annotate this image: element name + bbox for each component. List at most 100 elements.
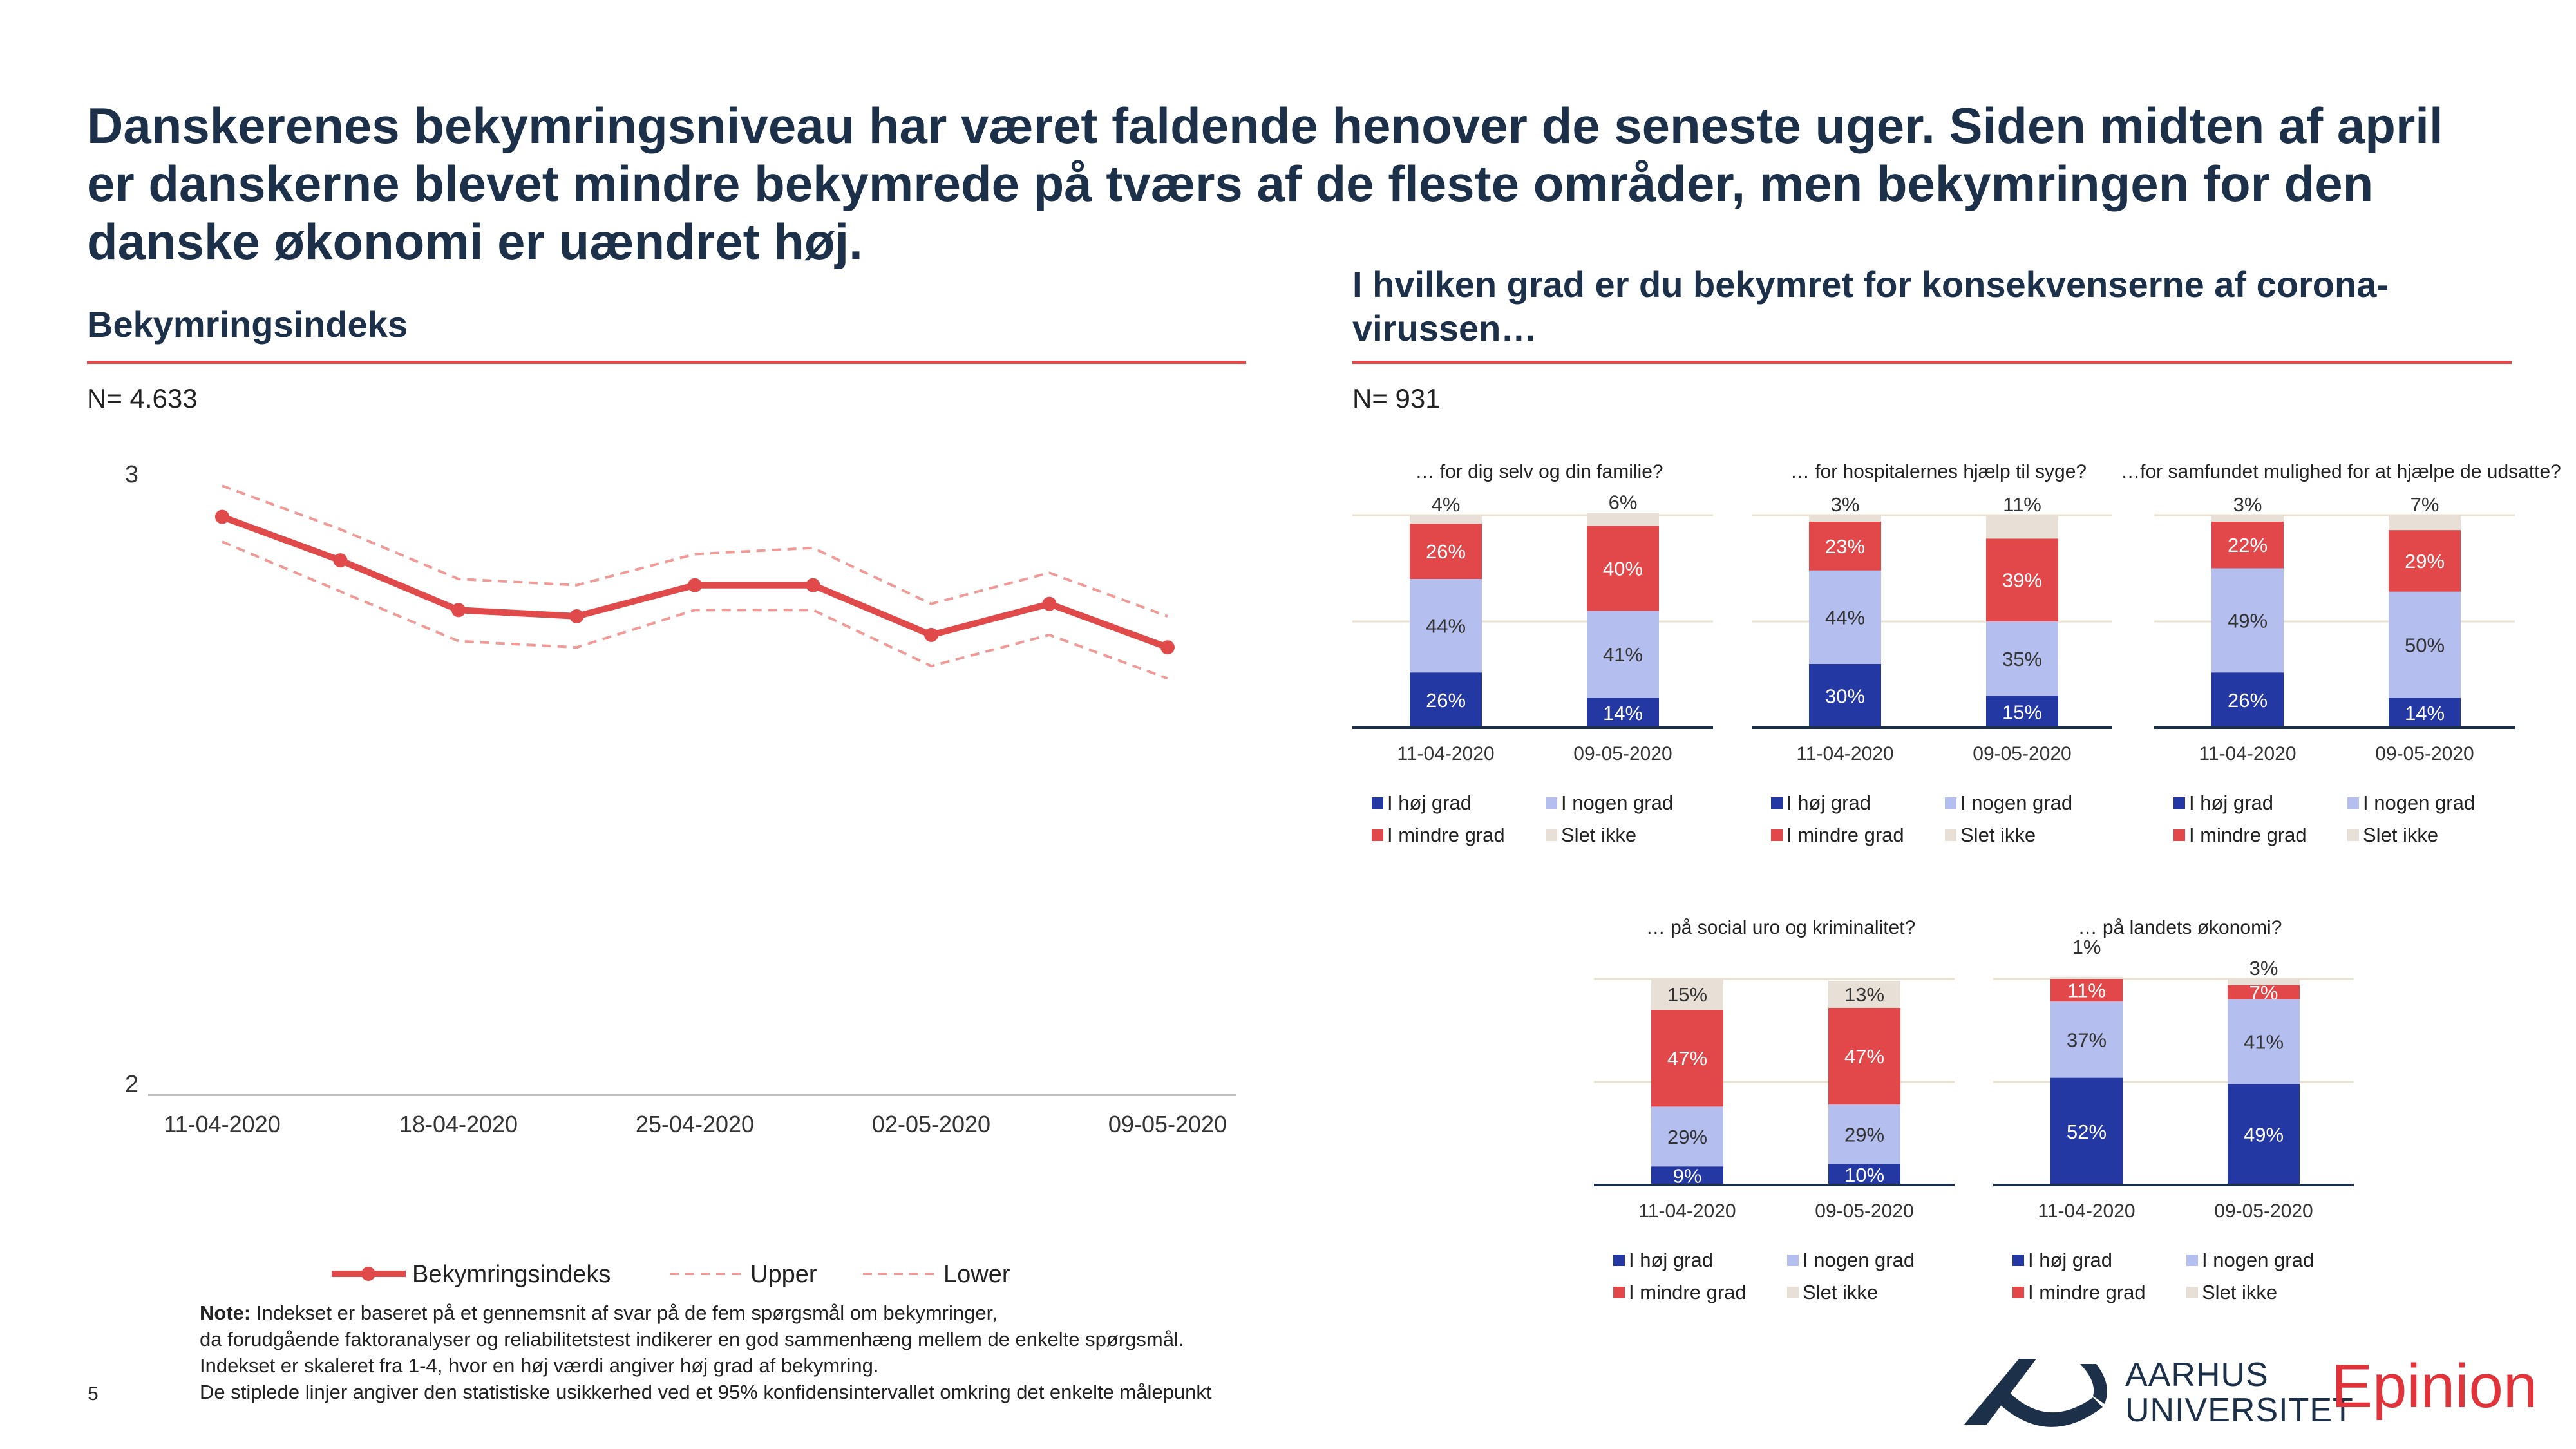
legend-label: Slet ikke [1561,824,1636,846]
data-label: 26% [2228,689,2268,712]
legend-swatch [2186,1287,2198,1298]
legend-swatch [1372,829,1383,841]
data-label: 44% [1825,606,1865,629]
bar-segment [2228,1084,2300,1185]
data-label: 26% [1426,540,1466,563]
data-label: 29% [1667,1126,1707,1148]
data-label: 4% [1432,493,1461,516]
legend-marker [361,1267,375,1281]
chart-title: …for samfundet mulighed for at hjælpe de… [2121,461,2561,482]
legend-label: I høj grad [1786,791,1871,814]
data-label: 14% [2405,702,2445,724]
bar-segment [1828,1164,1900,1185]
note-line-2: da forudgående faktoranalyser og reliabi… [200,1328,1184,1350]
data-label: 7% [2410,493,2439,516]
legend-swatch [2347,797,2359,809]
x-tick-label: 02-05-2020 [872,1111,990,1137]
x-tick-label: 18-04-2020 [399,1111,518,1137]
x-tick-label: 09-05-2020 [1815,1200,1913,1222]
legend-label: Slet ikke [1803,1281,1878,1303]
legend-swatch [2174,797,2185,809]
data-point-marker [806,578,820,592]
x-tick-label: 09-05-2020 [1573,743,1672,764]
left-panel-rule [87,361,1246,364]
data-label: 26% [1426,689,1466,712]
legend-label: I høj grad [1629,1249,1713,1271]
legend-label: Upper [750,1261,817,1288]
page-title: Danskerenes bekymringsniveau har været f… [87,97,2443,270]
chart-title: … for hospitalernes hjælp til syge? [1790,461,2087,482]
legend-swatch [2012,1255,2024,1266]
series-line-upper [222,484,1168,618]
data-label: 1% [2072,936,2101,958]
legend-label: I mindre grad [2028,1281,2146,1303]
legend-swatch [2186,1255,2198,1266]
bar-segment [1651,1010,1723,1107]
bar-segment [1410,524,1482,579]
bar-segment [1651,979,1723,1010]
bar-segment [2050,979,2123,1002]
note-line-1: Indekset er baseret på et gennemsnit af … [256,1302,998,1324]
legend-label: I nogen grad [2202,1249,2314,1271]
data-label: 15% [2002,701,2042,723]
legend-label: I mindre grad [1786,824,1904,846]
bar-segment [2228,985,2300,999]
data-label: 44% [1426,615,1466,638]
data-label: 49% [2228,609,2268,632]
legend-swatch [1546,797,1557,809]
legend-label: I mindre grad [2189,824,2307,846]
legend-swatch [1546,829,1557,841]
data-label: 3% [2233,493,2262,516]
bar-segment [2389,591,2461,698]
data-label: 49% [2244,1124,2284,1146]
bar-segment [2211,672,2284,728]
page-number: 5 [88,1383,99,1405]
x-tick-label: 09-05-2020 [2214,1200,2313,1222]
bar-segment [1809,664,1881,728]
bar-segment [1587,513,1659,526]
bar-segment [1828,981,1900,1008]
x-tick-label: 09-05-2020 [1108,1111,1227,1137]
data-label: 29% [1844,1124,1884,1146]
data-label: 50% [2405,634,2445,656]
data-label: 11% [2067,980,2106,1002]
data-point-marker [569,609,584,623]
data-label: 6% [1609,491,1638,514]
legend-swatch [1771,797,1783,809]
legend-label: I nogen grad [1561,791,1673,814]
stacked-bar-chart: … for hospitalernes hjælp til syge? 30% 44… [1752,461,2112,846]
data-point-marker [1042,596,1057,611]
legend-label: Slet ikke [2363,824,2438,846]
left-panel-n: N= 4.633 [87,383,198,413]
data-label: 52% [2067,1121,2107,1143]
x-tick-label: 25-04-2020 [636,1111,754,1137]
legend-label: I nogen grad [1803,1249,1915,1271]
data-label: 9% [1673,1165,1702,1188]
data-label: 41% [2244,1031,2284,1054]
data-point-marker [1160,640,1175,655]
x-tick-label: 09-05-2020 [2375,743,2474,764]
data-label: 11% [2003,493,2041,516]
legend-label: I nogen grad [2363,791,2475,814]
data-label: 30% [1825,685,1865,708]
stacked-bar-chart: … for dig selv og din familie? 26% 44% 26% 4… [1352,461,1713,846]
y-tick-label: 2 [125,1071,138,1098]
data-point-marker [451,603,466,618]
data-label: 40% [1603,558,1643,580]
bar-segment [1587,611,1659,698]
bar-segment [2211,568,2284,673]
footnote: Note: Indekset er baseret på et gennemsn… [200,1300,1488,1405]
left-panel-heading: Bekymringsindeks [87,304,408,345]
legend-swatch [2174,829,2185,841]
legend-swatch [1613,1287,1625,1298]
data-label: 10% [1844,1164,1884,1186]
y-tick-label: 3 [125,461,138,488]
legend-label: Lower [943,1261,1010,1288]
right-panel-n: N= 931 [1352,383,1441,413]
x-tick-label: 11-04-2020 [2199,743,2296,764]
right-panel-heading: I hvilken grad er du bekymret for konsek… [1352,264,2389,348]
chart-title: … på landets økonomi? [2078,917,2282,938]
x-tick-label: 11-04-2020 [2038,1200,2135,1222]
data-label: 22% [2228,534,2268,556]
data-point-marker [688,578,702,592]
